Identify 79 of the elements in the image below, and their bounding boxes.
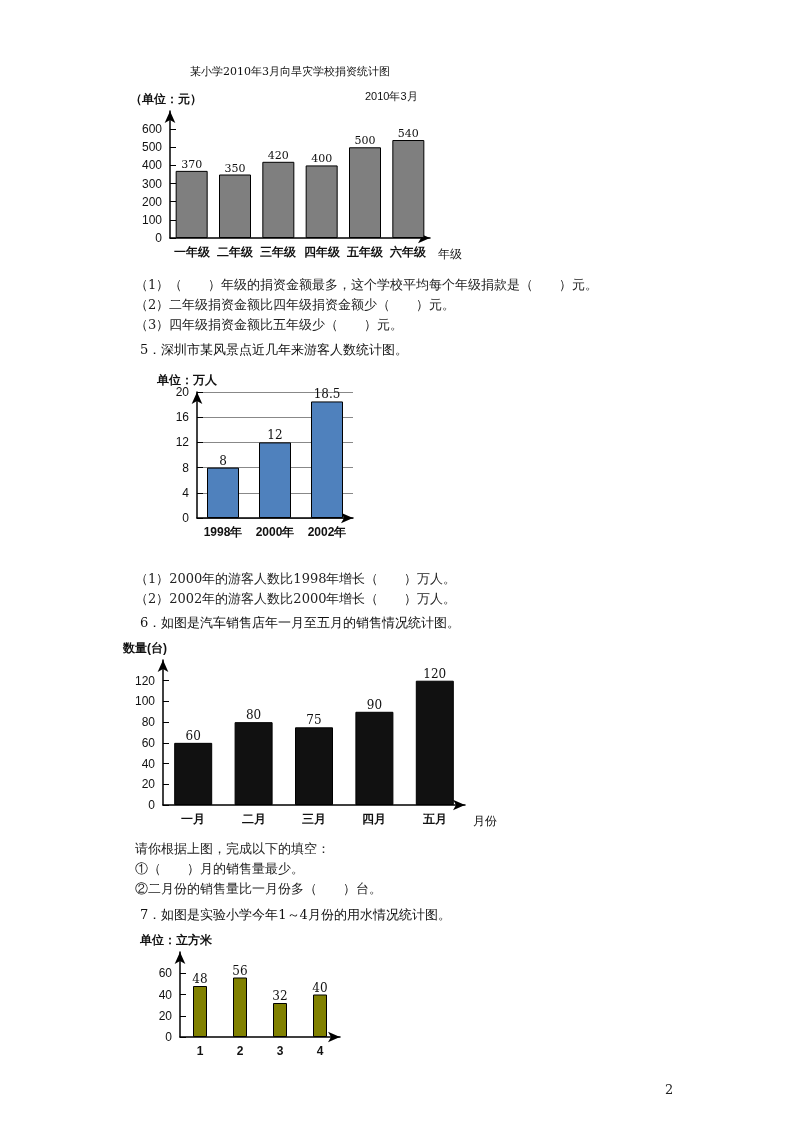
x-tick-label: 三年级 bbox=[260, 245, 298, 259]
text: （2）2002年的游客人数比2000年增长（ ）万人。 bbox=[135, 590, 457, 608]
y-tick-label: 40 bbox=[158, 987, 173, 1002]
data-label: 75 bbox=[306, 713, 322, 728]
x-axis-title: 月份 bbox=[473, 814, 497, 828]
text: （1）（ ）年级的捐资金额最多，这个学校平均每个年级捐款是（ ）元。 bbox=[135, 276, 599, 294]
y-axis-title: （单位：元） bbox=[130, 92, 202, 106]
data-label: 540 bbox=[397, 127, 419, 141]
x-tick-label: 2000年 bbox=[255, 525, 295, 539]
x-tick-label: 3 bbox=[276, 1044, 284, 1058]
text: （2）二年级捐资金额比四年级捐资金额少（ ）元。 bbox=[135, 296, 456, 314]
y-axis-title: 数量(台) bbox=[122, 641, 167, 655]
y-tick-label: 60 bbox=[141, 735, 156, 750]
data-label: 18.5 bbox=[313, 387, 341, 402]
y-tick-label: 100 bbox=[141, 212, 163, 227]
data-label: 400 bbox=[311, 152, 333, 166]
x-tick-label: 二月 bbox=[241, 812, 266, 826]
text: 请你根据上图，完成以下的填空： bbox=[135, 840, 330, 858]
data-label: 8 bbox=[219, 453, 227, 468]
y-tick-label: 0 bbox=[148, 798, 156, 812]
text: 2 bbox=[665, 1082, 674, 1097]
chart-title: 6．如图是汽车销售店年一月至五月的销售情况统计图。 bbox=[140, 615, 461, 630]
chart-title: 某小学2010年3月向旱灾学校捐资统计图 bbox=[190, 65, 390, 78]
y-tick-label: 400 bbox=[141, 158, 163, 173]
y-tick-label: 200 bbox=[141, 194, 163, 209]
y-tick-label: 12 bbox=[175, 435, 190, 450]
data-label: 80 bbox=[245, 708, 262, 723]
data-label: 40 bbox=[312, 980, 328, 995]
y-axis-title: 单位：立方米 bbox=[139, 933, 213, 947]
y-tick-label: 20 bbox=[175, 385, 190, 399]
data-label: 48 bbox=[192, 972, 208, 986]
y-tick-label: 60 bbox=[158, 966, 173, 981]
x-tick-label: 1998年 bbox=[203, 525, 243, 539]
data-label: 12 bbox=[267, 428, 283, 443]
x-tick-label: 六年级 bbox=[389, 245, 428, 259]
x-tick-label: 一年级 bbox=[173, 245, 211, 259]
x-tick-label: 四月 bbox=[362, 812, 387, 826]
y-tick-label: 20 bbox=[141, 777, 156, 792]
x-tick-label: 五月 bbox=[421, 812, 447, 826]
x-tick-label: 二年级 bbox=[217, 245, 254, 259]
y-tick-label: 300 bbox=[141, 176, 163, 191]
x-tick-label: 三月 bbox=[302, 812, 326, 826]
data-label: 120 bbox=[423, 666, 447, 681]
y-tick-label: 100 bbox=[134, 694, 156, 709]
x-tick-label: 2002年 bbox=[307, 525, 347, 539]
y-tick-label: 40 bbox=[141, 756, 156, 771]
y-axis-title: 单位：万人 bbox=[156, 373, 218, 387]
y-tick-label: 8 bbox=[182, 460, 190, 475]
text: （1）2000年的游客人数比1998年增长（ ）万人。 bbox=[135, 570, 457, 588]
chart-title: 5．深圳市某风景点近几年来游客人数统计图。 bbox=[140, 342, 409, 357]
y-tick-label: 0 bbox=[165, 1030, 173, 1044]
x-tick-label: 1 bbox=[196, 1044, 204, 1058]
y-tick-label: 0 bbox=[155, 231, 163, 245]
y-tick-label: 600 bbox=[141, 122, 163, 137]
y-tick-label: 120 bbox=[134, 673, 156, 688]
y-tick-label: 500 bbox=[141, 140, 163, 155]
text: （3）四年级捐资金额比五年级少（ ）元。 bbox=[135, 316, 404, 334]
y-tick-label: 4 bbox=[182, 485, 190, 500]
chart-subtitle: 2010年3月 bbox=[365, 89, 418, 102]
text: ②二月份的销售量比一月份多（ ）台。 bbox=[135, 880, 382, 898]
data-label: 370 bbox=[181, 157, 203, 171]
y-tick-label: 20 bbox=[158, 1008, 173, 1023]
data-label: 90 bbox=[366, 697, 383, 712]
chart-title: 7．如图是实验小学今年1～4月份的用水情况统计图。 bbox=[140, 907, 451, 922]
data-label: 32 bbox=[272, 989, 288, 1003]
data-label: 350 bbox=[224, 161, 246, 175]
y-tick-label: 16 bbox=[175, 410, 190, 425]
data-label: 420 bbox=[267, 148, 289, 162]
y-tick-label: 80 bbox=[141, 715, 156, 730]
text: ①（ ）月的销售量最少。 bbox=[135, 860, 304, 878]
x-tick-label: 4 bbox=[316, 1044, 324, 1058]
x-tick-label: 一月 bbox=[181, 812, 206, 826]
data-label: 56 bbox=[232, 963, 248, 978]
x-tick-label: 五年级 bbox=[346, 245, 384, 259]
x-tick-label: 2 bbox=[236, 1044, 244, 1058]
data-label: 500 bbox=[354, 134, 376, 148]
x-tick-label: 四年级 bbox=[303, 245, 341, 259]
x-axis-title: 年级 bbox=[438, 247, 462, 261]
y-tick-label: 0 bbox=[182, 511, 190, 525]
